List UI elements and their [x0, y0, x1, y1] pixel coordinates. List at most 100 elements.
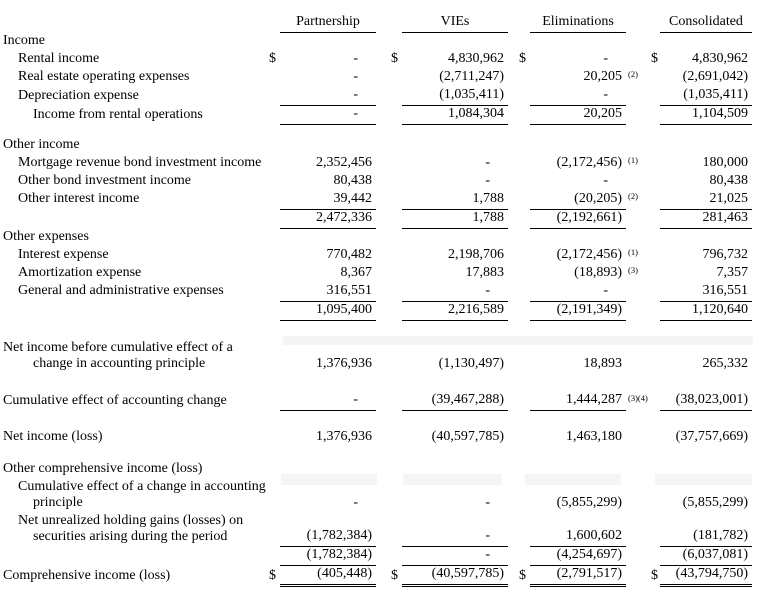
cell-eliminations: 1,600,602 — [530, 512, 626, 547]
cell-consolidated: (181,782) — [660, 512, 752, 547]
data-row: Net unrealized holding gains (losses) on… — [2, 512, 752, 547]
dollar-sign — [518, 479, 530, 513]
row-label: Cumulative effect of a change in account… — [2, 479, 268, 513]
cell-vies: 1,788 — [402, 190, 508, 210]
row-label — [2, 547, 268, 566]
column-gap — [508, 392, 518, 411]
spacer-row — [2, 411, 752, 429]
row-label-line: Cumulative effect of a change in account… — [18, 478, 266, 494]
row-label: Depreciation expense — [2, 87, 268, 106]
cell-vies: - — [485, 172, 490, 188]
data-row: Rental income $ - $4,830,962 $ - $4,830,962 — [2, 51, 752, 69]
data-row: Mortgage revenue bond investment income 2… — [2, 155, 752, 173]
row-label-line: Income from rental operations — [33, 106, 203, 122]
cell-eliminations: (2,791,517) — [530, 565, 626, 587]
column-gap — [376, 479, 390, 513]
dollar-sign — [650, 283, 660, 302]
dollar-sign — [650, 338, 660, 374]
dollar-sign — [650, 513, 660, 547]
column-gap — [376, 106, 390, 125]
data-row: Depreciation expense - (1,035,411) - (1,035,… — [2, 87, 752, 106]
footnote-marker — [626, 479, 650, 513]
row-label — [2, 301, 268, 320]
cell-consolidated: (2,691,042) — [682, 69, 748, 84]
dollar-sign — [268, 547, 280, 566]
column-gap — [376, 155, 390, 173]
section-label: Other income — [2, 137, 752, 155]
cell-eliminations: (18,893) — [574, 264, 622, 280]
column-gap — [508, 173, 518, 191]
dollar-sign — [268, 106, 280, 125]
dollar-sign — [268, 247, 280, 265]
column-gap — [508, 513, 518, 547]
cell-vies: 2,198,706 — [448, 246, 504, 262]
cell-vies: 4,830,962 — [448, 51, 504, 66]
section-label: Income — [2, 33, 752, 52]
cell-consolidated: (37,757,669) — [675, 428, 748, 444]
row-label: Mortgage revenue bond investment income — [2, 155, 268, 173]
data-row: 1,095,400 2,216,589 (2,191,349) 1,120,640 — [2, 301, 752, 321]
cell-consolidated: 180,000 — [702, 154, 749, 170]
header-dollar-spacer — [518, 14, 530, 33]
cell-eliminations: (2,172,456) — [556, 154, 622, 170]
cell-vies: (40,597,785) — [402, 565, 508, 587]
row-label-line: principle — [33, 494, 83, 510]
column-gap — [376, 14, 390, 33]
dollar-sign — [518, 191, 530, 210]
column-gap — [508, 247, 518, 265]
dollar-sign — [390, 479, 402, 513]
data-row: Cumulative effect of a change in account… — [2, 479, 752, 513]
cell-consolidated: 21,025 — [660, 190, 752, 210]
column-header-eliminations: Eliminations — [530, 14, 626, 33]
column-gap — [508, 283, 518, 302]
cell-partnership: - — [353, 51, 358, 66]
cell-eliminations: - — [603, 51, 608, 66]
column-gap — [508, 87, 518, 106]
row-label-line: Net income before cumulative effect of a — [3, 340, 233, 355]
cell-eliminations: (4,254,697) — [530, 546, 626, 566]
spacer-cell — [2, 374, 752, 392]
spacer-row — [2, 447, 752, 461]
spacer-row — [2, 374, 752, 392]
dollar-sign — [518, 87, 530, 106]
cell-vies: (39,467,288) — [402, 392, 508, 411]
cell-partnership: 2,472,336 — [280, 209, 376, 229]
column-gap — [376, 566, 390, 586]
dollar-sign — [390, 392, 402, 411]
column-gap — [508, 209, 518, 228]
cell-consolidated: 265,332 — [702, 356, 749, 371]
spacer-cell — [2, 125, 752, 137]
cell-partnership: (1,782,384) — [280, 546, 376, 566]
footnote-marker — [626, 547, 650, 566]
column-gap — [508, 547, 518, 566]
footnote-marker: (1) — [628, 246, 638, 257]
row-label: Rental income — [2, 51, 268, 69]
cell-consolidated: 316,551 — [660, 282, 752, 302]
data-row: Interest expense 770,482 2,198,706 (2,172,4… — [2, 247, 752, 265]
dollar-sign — [390, 301, 402, 320]
shading-artifact — [403, 474, 502, 485]
footnote-marker: (3) — [628, 264, 638, 275]
cell-eliminations: - — [603, 172, 608, 188]
dollar-sign: $ — [651, 567, 658, 583]
column-gap — [508, 155, 518, 173]
column-gap — [508, 51, 518, 69]
row-label: Amortization expense — [2, 265, 268, 283]
dollar-sign — [650, 392, 660, 411]
column-gap — [508, 69, 518, 87]
dollar-sign — [518, 247, 530, 265]
footnote-marker: (3)(4) — [628, 392, 648, 403]
dollar-sign — [268, 155, 280, 173]
cell-consolidated: (1,035,411) — [660, 87, 752, 106]
dollar-sign — [518, 209, 530, 228]
row-label: Real estate operating expenses — [2, 69, 268, 87]
column-gap — [376, 547, 390, 566]
dollar-sign — [390, 155, 402, 173]
footnote-marker — [626, 209, 650, 228]
dollar-sign — [650, 429, 660, 447]
column-gap — [508, 106, 518, 125]
dollar-sign: $ — [519, 567, 526, 583]
row-label — [2, 209, 268, 228]
row-label: Other interest income — [2, 191, 268, 210]
dollar-sign — [650, 191, 660, 210]
